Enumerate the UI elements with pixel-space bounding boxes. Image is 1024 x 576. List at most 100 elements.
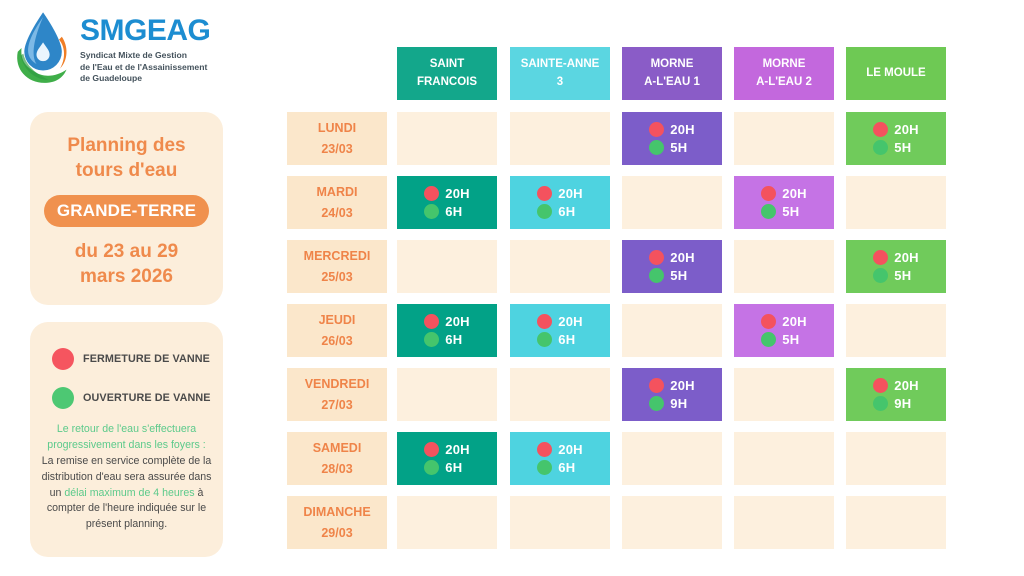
schedule-cell-filled: 20H 5H bbox=[622, 240, 722, 293]
close-time: 20H bbox=[894, 378, 919, 393]
day-label: DIMANCHE 29/03 bbox=[287, 496, 387, 549]
open-time: 5H bbox=[670, 268, 688, 283]
day-date: 26/03 bbox=[321, 333, 353, 348]
column-header-line: MORNE bbox=[650, 57, 694, 70]
open-dot-icon bbox=[537, 204, 553, 219]
schedule-cell-filled: 20H 6H bbox=[397, 432, 497, 485]
legend-item-fermeture: FERMETURE DE VANNE bbox=[52, 348, 223, 370]
open-time: 5H bbox=[782, 204, 800, 219]
poster-title-line: Planning des bbox=[67, 135, 186, 156]
open-dot-icon bbox=[873, 140, 889, 155]
logo-tagline-line: de l'Eau et de l'Assainissement bbox=[80, 61, 208, 72]
open-time: 5H bbox=[670, 140, 688, 155]
day-name: DIMANCHE bbox=[303, 504, 371, 519]
schedule-cell-filled: 20H 9H bbox=[846, 368, 946, 421]
close-dot-icon bbox=[537, 314, 553, 329]
day-name: LUNDI bbox=[317, 120, 357, 135]
close-time: 20H bbox=[670, 378, 695, 393]
close-dot-icon bbox=[424, 186, 440, 201]
open-dot-icon bbox=[537, 332, 553, 347]
logo-tagline-line: de Guadeloupe bbox=[80, 73, 143, 84]
column-header-line: 3 bbox=[556, 75, 564, 88]
legend-label: OUVERTURE DE VANNE bbox=[83, 392, 211, 404]
schedule-cell-empty bbox=[510, 240, 610, 293]
day-date: 23/03 bbox=[321, 141, 353, 156]
schedule-cell-empty bbox=[622, 176, 722, 229]
close-time: 20H bbox=[445, 442, 470, 457]
schedule-cell-filled: 20H 5H bbox=[846, 240, 946, 293]
day-date: 24/03 bbox=[321, 205, 353, 220]
open-time: 5H bbox=[782, 332, 800, 347]
open-time: 6H bbox=[558, 460, 576, 475]
open-dot-icon bbox=[761, 332, 777, 347]
schedule-cell-filled: 20H 9H bbox=[622, 368, 722, 421]
schedule-cell-empty bbox=[734, 368, 834, 421]
open-valve-dot-icon bbox=[52, 387, 74, 409]
open-dot-icon bbox=[424, 204, 440, 219]
schedule-cell-empty bbox=[734, 240, 834, 293]
schedule-cell-empty bbox=[846, 432, 946, 485]
note-emphasis-text: Le retour de l'eau s'effectuera progress… bbox=[47, 423, 206, 451]
day-date: 28/03 bbox=[321, 461, 353, 476]
schedule-cell-empty bbox=[397, 240, 497, 293]
legend-panel: FERMETURE DE VANNE OUVERTURE DE VANNE Le… bbox=[30, 322, 223, 557]
column-header-line: FRANCOIS bbox=[416, 75, 478, 88]
schedule-cell-empty bbox=[846, 496, 946, 549]
schedule-cell-empty bbox=[622, 432, 722, 485]
column-header: MORNE A-L'EAU 2 bbox=[734, 47, 834, 100]
column-header-line: LE MOULE bbox=[866, 66, 926, 79]
day-date: 29/03 bbox=[321, 525, 353, 540]
title-panel: Planning des tours d'eau GRANDE-TERRE du… bbox=[30, 112, 223, 305]
schedule-cell-filled: 20H 6H bbox=[397, 176, 497, 229]
close-dot-icon bbox=[649, 122, 665, 137]
schedule-cell-filled: 20H 6H bbox=[510, 304, 610, 357]
schedule-cell-filled: 20H 5H bbox=[734, 304, 834, 357]
schedule-cell-empty bbox=[734, 496, 834, 549]
close-dot-icon bbox=[424, 442, 440, 457]
close-time: 20H bbox=[894, 250, 919, 265]
schedule-cell-empty bbox=[734, 432, 834, 485]
close-time: 20H bbox=[670, 250, 695, 265]
close-dot-icon bbox=[761, 314, 777, 329]
schedule-cell-filled: 20H 6H bbox=[510, 432, 610, 485]
schedule-cell-filled: 20H 5H bbox=[622, 112, 722, 165]
day-label: VENDREDI 27/03 bbox=[287, 368, 387, 421]
open-time: 5H bbox=[894, 140, 912, 155]
day-name: SAMEDI bbox=[312, 440, 362, 455]
schedule-cell-filled: 20H 6H bbox=[510, 176, 610, 229]
open-dot-icon bbox=[873, 268, 889, 283]
day-name: JEUDI bbox=[318, 312, 356, 327]
day-label: JEUDI 26/03 bbox=[287, 304, 387, 357]
column-header: MORNE A-L'EAU 1 bbox=[622, 47, 722, 100]
schedule-cell-filled: 20H 6H bbox=[397, 304, 497, 357]
logo-tagline-line: Syndicat Mixte de Gestion bbox=[80, 50, 187, 60]
logo-name: SMGEAG bbox=[80, 14, 211, 47]
column-header: SAINTE-ANNE 3 bbox=[510, 47, 610, 100]
close-time: 20H bbox=[894, 122, 919, 137]
close-time: 20H bbox=[782, 314, 807, 329]
open-time: 6H bbox=[558, 332, 576, 347]
open-time: 6H bbox=[445, 460, 463, 475]
schedule-cell-filled: 20H 5H bbox=[734, 176, 834, 229]
legend-item-ouverture: OUVERTURE DE VANNE bbox=[52, 387, 223, 409]
schedule-cell-filled: 20H 5H bbox=[846, 112, 946, 165]
period-line: du 23 au 29 bbox=[74, 241, 179, 263]
close-dot-icon bbox=[761, 186, 777, 201]
open-time: 9H bbox=[670, 396, 688, 411]
close-valve-dot-icon bbox=[52, 348, 74, 370]
day-name: VENDREDI bbox=[304, 376, 370, 391]
schedule-cell-empty bbox=[510, 368, 610, 421]
column-header: LE MOULE bbox=[846, 47, 946, 100]
schedule-cell-empty bbox=[510, 496, 610, 549]
open-dot-icon bbox=[649, 396, 665, 411]
day-name: MERCREDI bbox=[303, 248, 371, 263]
close-dot-icon bbox=[649, 378, 665, 393]
legend-label: FERMETURE DE VANNE bbox=[83, 353, 210, 365]
open-time: 6H bbox=[558, 204, 576, 219]
note-emphasis-text: délai maximum de 4 heures bbox=[64, 486, 195, 499]
region-badge: GRANDE-TERRE bbox=[43, 195, 210, 228]
close-dot-icon bbox=[424, 314, 440, 329]
day-date: 27/03 bbox=[321, 397, 353, 412]
